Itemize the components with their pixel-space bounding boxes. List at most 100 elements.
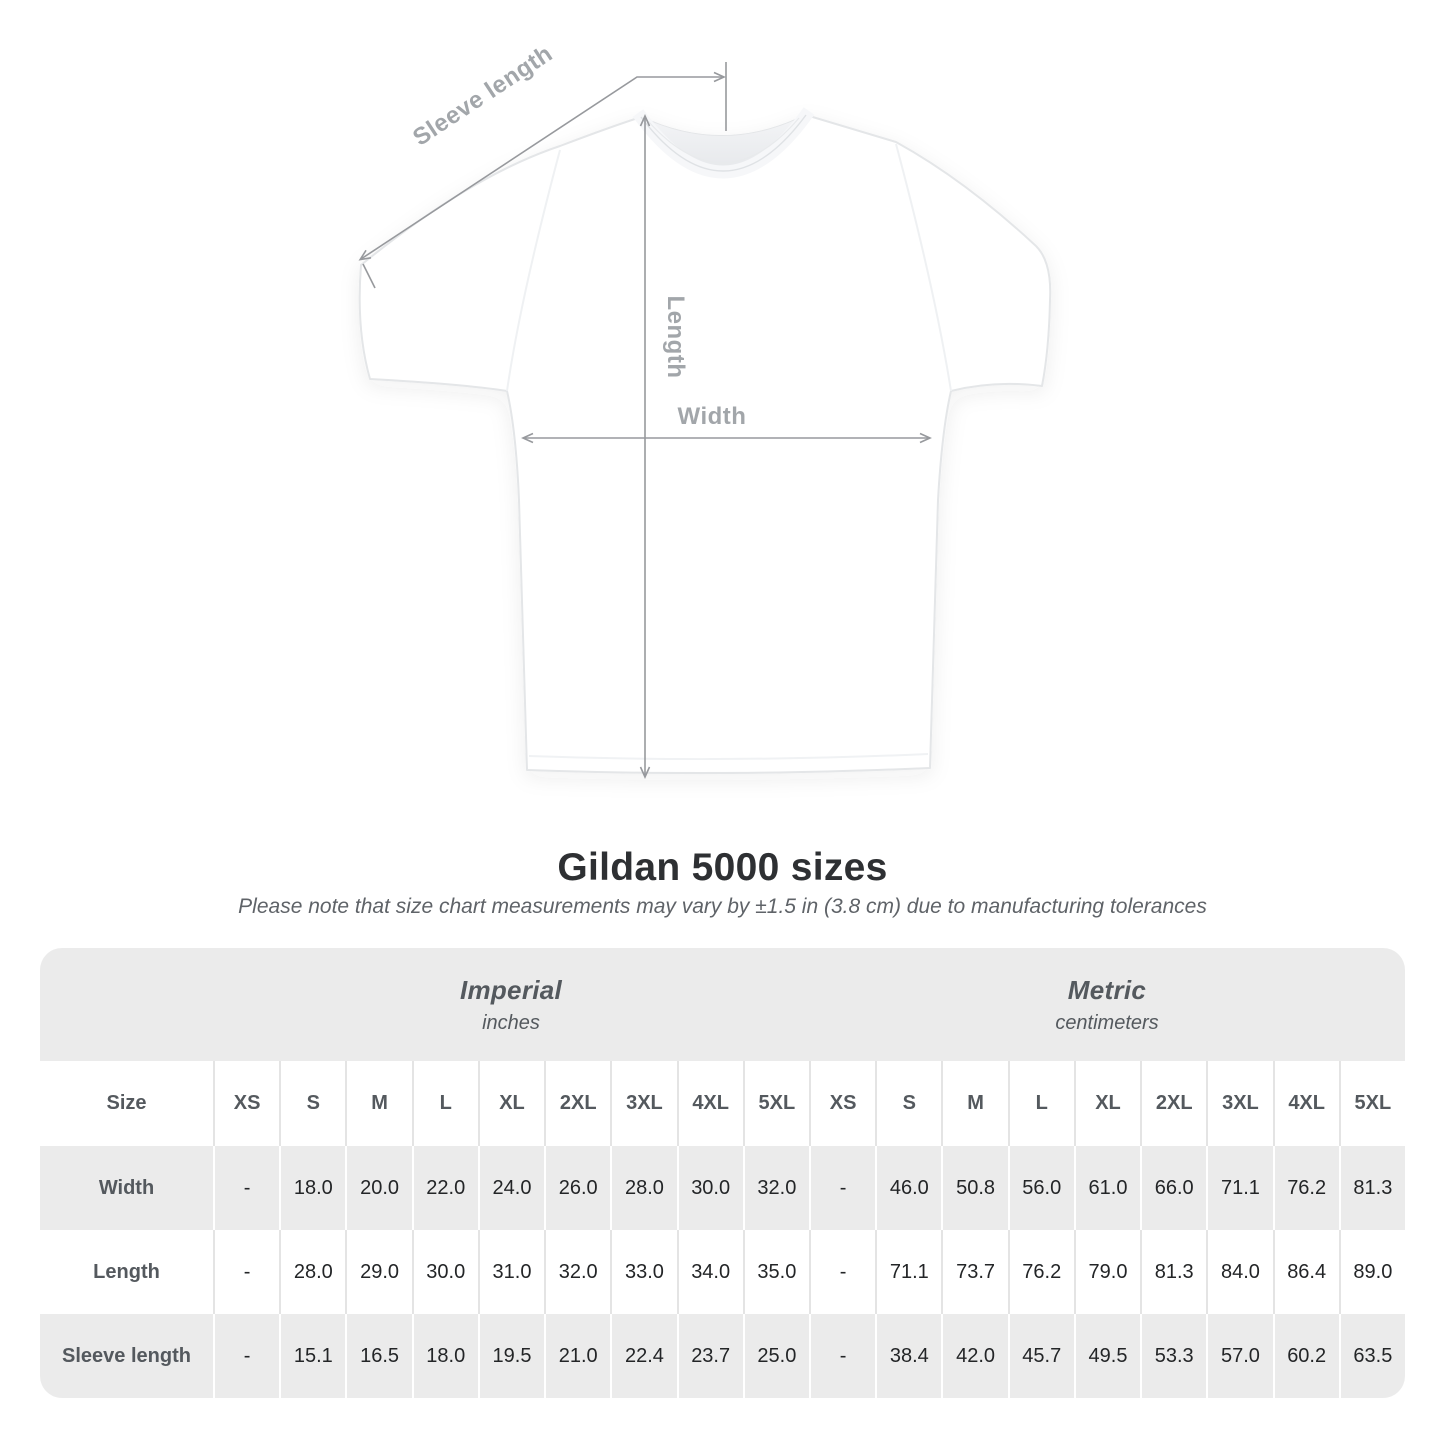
size-col-header: XS xyxy=(808,1061,875,1146)
measure-value: 76.2 xyxy=(1007,1230,1074,1314)
measure-value: 30.0 xyxy=(411,1230,478,1314)
measure-row-label: Length xyxy=(93,1260,160,1283)
measure-value: - xyxy=(213,1146,279,1230)
measure-row: Width -18.0 20.0 22.0 24.0 26.0 28.0 30.0 32.0-4… xyxy=(40,1146,1405,1230)
measure-row-label: Sleeve length xyxy=(62,1344,191,1367)
measure-row: Sleeve length -15.1 16.5 18.0 19.5 21.0 22.4 23… xyxy=(40,1314,1405,1398)
size-col-header: L xyxy=(1007,1061,1074,1146)
page-subtitle: Please note that size chart measurements… xyxy=(238,895,1207,918)
tshirt-right-sleeve-seam xyxy=(895,143,952,392)
size-header-row: Size XS S M L XL 2XL 3XL 4XL 5XL XS S M L XL 2XL 3XL 4XL 5… xyxy=(40,1061,1405,1146)
size-col-header: 5XL xyxy=(742,1061,809,1146)
measure-value: 86.4 xyxy=(1272,1230,1339,1314)
metric-group-title: Metric xyxy=(1067,974,1147,1005)
measure-value: 56.0 xyxy=(1007,1146,1074,1230)
metric-group-unit: centimeters xyxy=(1055,1011,1159,1034)
measure-value: 18.0 xyxy=(279,1146,345,1230)
measure-value: 89.0 xyxy=(1338,1230,1405,1314)
measure-value: - xyxy=(808,1230,875,1314)
measure-value: 46.0 xyxy=(875,1146,941,1230)
size-col-header: XL xyxy=(1073,1061,1140,1146)
page-title: Gildan 5000 sizes xyxy=(557,846,888,889)
measure-value: 16.5 xyxy=(345,1314,411,1398)
size-col-header: 4XL xyxy=(1272,1061,1339,1146)
measure-value: 22.4 xyxy=(610,1314,676,1398)
size-col-header: M xyxy=(345,1061,411,1146)
size-col-header: 3XL xyxy=(610,1061,676,1146)
measure-value: 23.7 xyxy=(676,1314,743,1398)
measure-value: 28.0 xyxy=(279,1230,345,1314)
measure-value: 31.0 xyxy=(477,1230,544,1314)
measure-value: - xyxy=(213,1230,279,1314)
measure-value: 45.7 xyxy=(1007,1314,1074,1398)
measure-value: 22.0 xyxy=(411,1146,478,1230)
measure-value: 71.1 xyxy=(875,1230,941,1314)
measure-value: 33.0 xyxy=(610,1230,676,1314)
measure-value: 61.0 xyxy=(1073,1146,1140,1230)
measure-value: 15.1 xyxy=(279,1314,345,1398)
unit-group-corner xyxy=(40,948,213,1061)
sleeve-length-label: Sleeve length xyxy=(408,40,557,152)
tshirt-body xyxy=(358,114,1052,775)
size-col-header: 4XL xyxy=(676,1061,743,1146)
tshirt-hem-seam xyxy=(528,753,929,761)
measure-row-label: Width xyxy=(98,1176,155,1199)
measure-value: - xyxy=(213,1314,279,1398)
measure-value: 25.0 xyxy=(742,1314,809,1398)
measure-value: 66.0 xyxy=(1140,1146,1206,1230)
unit-group-imperial: Imperial inches xyxy=(213,948,809,1061)
measure-value: - xyxy=(808,1146,875,1230)
measure-value: 30.0 xyxy=(676,1146,743,1230)
measure-value: 26.0 xyxy=(544,1146,610,1230)
measure-value: 79.0 xyxy=(1073,1230,1140,1314)
measure-value: 53.3 xyxy=(1140,1314,1206,1398)
measure-row: Length -28.0 29.0 30.0 31.0 32.0 33.0 34.0 35.0-… xyxy=(40,1230,1405,1314)
unit-group-row: Imperial inches Metric centimeters xyxy=(40,948,1405,1061)
tshirt-diagram: Sleeve length Length Width xyxy=(358,40,1052,779)
size-col-header: 2XL xyxy=(1140,1061,1206,1146)
length-label: Length xyxy=(662,296,689,379)
measure-value: 81.3 xyxy=(1140,1230,1206,1314)
size-col-header: 5XL xyxy=(1338,1061,1405,1146)
imperial-group-unit: inches xyxy=(482,1011,540,1034)
measure-value: 32.0 xyxy=(544,1230,610,1314)
measure-value: 24.0 xyxy=(477,1146,544,1230)
measure-value: 28.0 xyxy=(610,1146,676,1230)
measure-value: 49.5 xyxy=(1073,1314,1140,1398)
sleeve-length-overshoot xyxy=(362,263,376,289)
measure-value: 60.2 xyxy=(1272,1314,1339,1398)
measure-value: 34.0 xyxy=(676,1230,743,1314)
measure-value: 50.8 xyxy=(941,1146,1007,1230)
measure-value: 42.0 xyxy=(941,1314,1007,1398)
measure-value: 73.7 xyxy=(941,1230,1007,1314)
measure-value: 57.0 xyxy=(1206,1314,1272,1398)
width-label: Width xyxy=(678,403,747,430)
measure-value: 35.0 xyxy=(742,1230,809,1314)
size-corner-label: Size xyxy=(106,1092,147,1114)
size-table: Imperial inches Metric centimeters Size X… xyxy=(40,948,1405,1398)
size-col-header: 3XL xyxy=(1206,1061,1272,1146)
size-col-header: 2XL xyxy=(544,1061,610,1146)
measure-value: 32.0 xyxy=(742,1146,809,1230)
measure-value: 71.1 xyxy=(1206,1146,1272,1230)
measure-value: 29.0 xyxy=(345,1230,411,1314)
size-col-header: XS xyxy=(213,1061,279,1146)
size-table-rows: Size XS S M L XL 2XL 3XL 4XL 5XL XS S M L XL 2XL 3XL 4XL 5… xyxy=(40,1061,1405,1398)
measure-value: - xyxy=(808,1314,875,1398)
measure-value: 84.0 xyxy=(1206,1230,1272,1314)
imperial-group-title: Imperial xyxy=(459,974,563,1005)
size-col-header: M xyxy=(941,1061,1007,1146)
size-col-header: XL xyxy=(477,1061,544,1146)
unit-group-metric: Metric centimeters xyxy=(809,948,1405,1061)
measure-value: 76.2 xyxy=(1272,1146,1339,1230)
sleeve-length-arrow xyxy=(358,71,726,261)
measure-value: 81.3 xyxy=(1338,1146,1405,1230)
measure-value: 38.4 xyxy=(875,1314,941,1398)
measure-value: 19.5 xyxy=(477,1314,544,1398)
size-col-header: S xyxy=(875,1061,941,1146)
measure-value: 18.0 xyxy=(411,1314,478,1398)
measure-value: 63.5 xyxy=(1338,1314,1405,1398)
size-col-header: S xyxy=(279,1061,345,1146)
measure-value: 21.0 xyxy=(544,1314,610,1398)
